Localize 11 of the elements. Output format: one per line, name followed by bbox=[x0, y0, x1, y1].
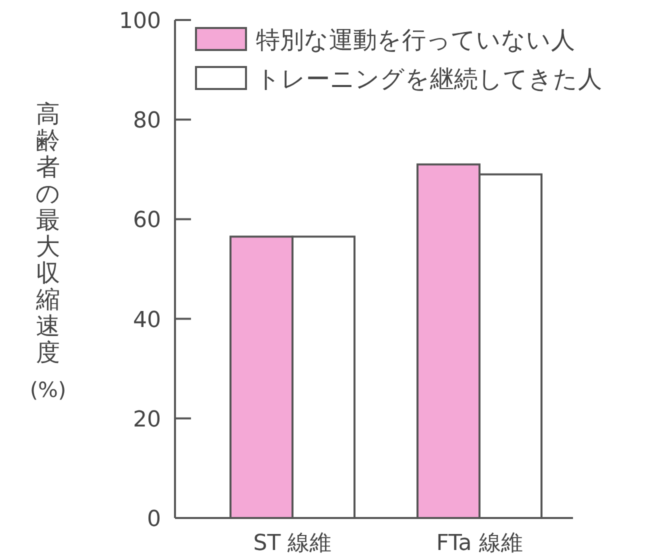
x-tick-label: FTa 線維 bbox=[436, 531, 523, 556]
text: 高齢者の最大収縮速度 (%) bbox=[30, 100, 66, 402]
x-tick-label: ST 線維 bbox=[253, 531, 332, 556]
legend-label: トレーニングを継続してきた人 bbox=[256, 65, 602, 93]
y-tick-label: 100 bbox=[119, 9, 161, 34]
y-tick-label: 80 bbox=[133, 108, 161, 134]
legend-label: 特別な運動を行っていない人 bbox=[256, 26, 575, 54]
y-tick-label: 40 bbox=[133, 308, 161, 333]
y-tick-label: 60 bbox=[133, 208, 161, 234]
y-tick-label: 0 bbox=[147, 507, 161, 532]
y-tick-label: 20 bbox=[133, 407, 161, 432]
